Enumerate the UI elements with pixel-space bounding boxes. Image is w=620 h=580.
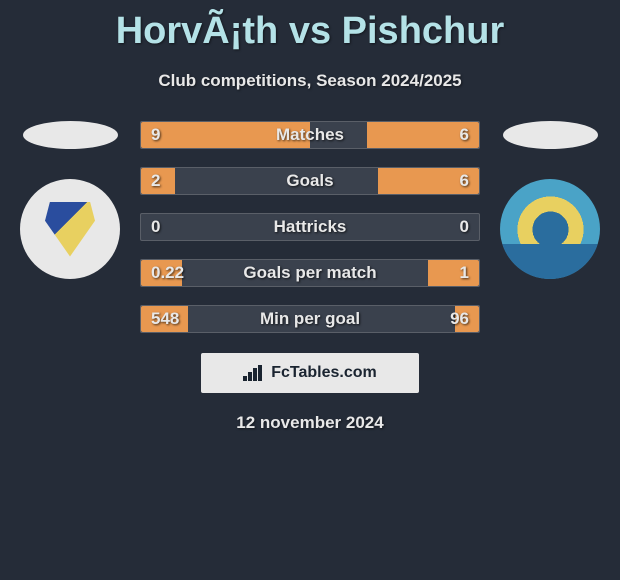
footer-attribution: FcTables.com <box>201 353 419 393</box>
stats-column: 9 Matches 6 2 Goals 6 0 Hattricks 0 0.22… <box>130 121 490 333</box>
bar-chart-icon <box>243 365 265 381</box>
comparison-content: 9 Matches 6 2 Goals 6 0 Hattricks 0 0.22… <box>0 121 620 333</box>
stat-label: Min per goal <box>260 309 360 329</box>
player-right-column <box>490 121 610 279</box>
stat-bar-goals: 2 Goals 6 <box>140 167 480 195</box>
stat-value-right: 0 <box>460 217 469 237</box>
stat-fill-right <box>428 260 479 286</box>
stat-value-left: 0 <box>151 217 160 237</box>
footer-site-name: FcTables.com <box>271 364 377 382</box>
stat-value-right: 96 <box>450 309 469 329</box>
club-badge-right <box>500 179 600 279</box>
club-badge-left <box>20 179 120 279</box>
stat-value-left: 548 <box>151 309 179 329</box>
stat-bar-matches: 9 Matches 6 <box>140 121 480 149</box>
stat-bar-hattricks: 0 Hattricks 0 <box>140 213 480 241</box>
player-left-silhouette <box>23 121 118 149</box>
club-badge-left-crest <box>45 202 95 257</box>
stat-label: Goals per match <box>243 263 376 283</box>
player-left-column <box>10 121 130 279</box>
stat-value-right: 6 <box>460 125 469 145</box>
stat-value-left: 9 <box>151 125 160 145</box>
player-right-silhouette <box>503 121 598 149</box>
stat-label: Matches <box>276 125 344 145</box>
footer-date: 12 november 2024 <box>0 413 620 433</box>
stat-bar-gpm: 0.22 Goals per match 1 <box>140 259 480 287</box>
stat-value-left: 0.22 <box>151 263 184 283</box>
page-title: HorvÃ¡th vs Pishchur <box>0 0 620 53</box>
stat-label: Goals <box>286 171 333 191</box>
stat-value-left: 2 <box>151 171 160 191</box>
stat-value-right: 1 <box>460 263 469 283</box>
club-badge-right-curve <box>500 244 600 279</box>
stat-label: Hattricks <box>274 217 347 237</box>
stat-bar-mpg: 548 Min per goal 96 <box>140 305 480 333</box>
stat-value-right: 6 <box>460 171 469 191</box>
subtitle: Club competitions, Season 2024/2025 <box>0 71 620 91</box>
